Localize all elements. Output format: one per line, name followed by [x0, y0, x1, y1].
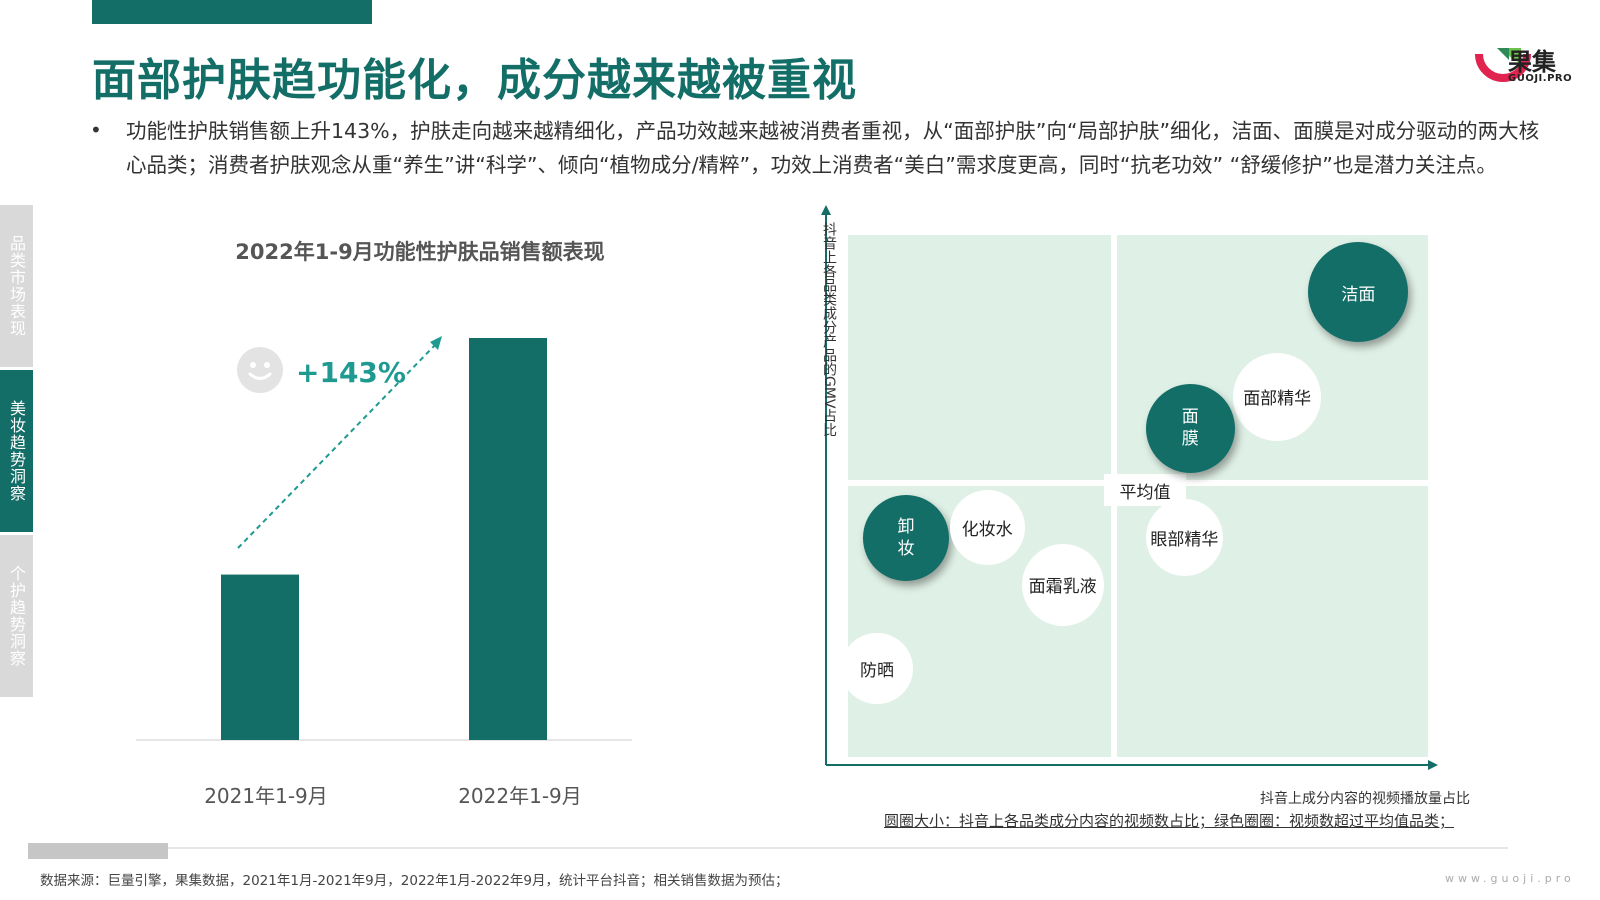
bar-2 — [469, 338, 547, 740]
bullet-marker: • — [90, 118, 102, 142]
bubble-label: 面膜 — [1181, 407, 1199, 450]
bubble-label: 眼部精华 — [1150, 530, 1219, 551]
side-tab-beauty-trends[interactable]: 美妆趋势洞察 — [0, 370, 33, 532]
smiley-icon — [237, 347, 283, 393]
bubble-label: 面霜乳液 — [1028, 577, 1097, 598]
quadrant-top-left — [848, 235, 1111, 480]
bar-1 — [221, 574, 299, 740]
y-axis-arrow — [821, 205, 831, 215]
footer-url: www.guoji.pro — [1445, 872, 1575, 885]
growth-label: +143% — [296, 356, 406, 389]
y-axis-label: 抖音上各品类成分产品的GMV占比 — [821, 222, 837, 437]
bubble-size-note: 圆圈大小：抖音上各品类成分内容的视频数占比；绿色圈圈：视频数超过平均值品类； — [884, 812, 1455, 830]
bar-tick-label: 2022年1-9月 — [458, 784, 582, 808]
top-accent-bar — [92, 0, 372, 24]
bubble-label: 面部精华 — [1243, 389, 1312, 410]
page-title: 面部护肤趋功能化，成分越来越被重视 — [92, 55, 857, 106]
footer-divider — [28, 847, 1508, 849]
side-tab-category-market[interactable]: 品类市场表现 — [0, 205, 33, 367]
bubble-面部精华: 面部精华 — [1233, 352, 1322, 441]
bar-tick-label: 2021年1-9月 — [204, 784, 328, 808]
logo-text: 果集 — [1508, 48, 1556, 76]
bubble-卸妆: 卸妆 — [863, 494, 949, 581]
bar-chart — [136, 336, 632, 741]
guoji-logo-icon — [1475, 48, 1531, 82]
bubble-防晒: 防晒 — [841, 632, 913, 704]
side-tab-personal-care-trends[interactable]: 个护趋势洞察 — [0, 535, 33, 697]
bar-chart-title: 2022年1-9月功能性护肤品销售额表现 — [235, 240, 605, 264]
bubble-化妆水: 化妆水 — [949, 489, 1025, 565]
bubble-label: 洁面 — [1341, 284, 1376, 305]
bubble-label: 卸妆 — [897, 516, 915, 559]
logo-subtext: GUOJI.PRO — [1508, 73, 1573, 84]
bubble-label: 防晒 — [859, 660, 894, 681]
bubble-洁面: 洁面 — [1308, 242, 1409, 343]
growth-arrow-line — [237, 343, 437, 549]
growth-arrow-head — [430, 336, 442, 350]
data-source-note: 数据来源：巨量引擎，果集数据，2021年1月-2021年9月，2022年1月-2… — [40, 873, 789, 889]
bubble-面膜: 面膜 — [1145, 383, 1235, 473]
x-axis-label: 抖音上成分内容的视频播放量占比 — [1260, 791, 1470, 807]
bubble-label: 化妆水 — [961, 519, 1013, 540]
bubble-面霜乳液: 面霜乳液 — [1021, 543, 1104, 626]
footer-accent-block — [28, 843, 168, 859]
x-axis-arrow — [1428, 760, 1438, 770]
summary-text: 功能性护肤销售额上升143%，护肤走向越来越精细化，产品功效越来越被消费者重视，… — [126, 119, 1540, 177]
bubble-眼部精华: 眼部精华 — [1145, 499, 1223, 577]
